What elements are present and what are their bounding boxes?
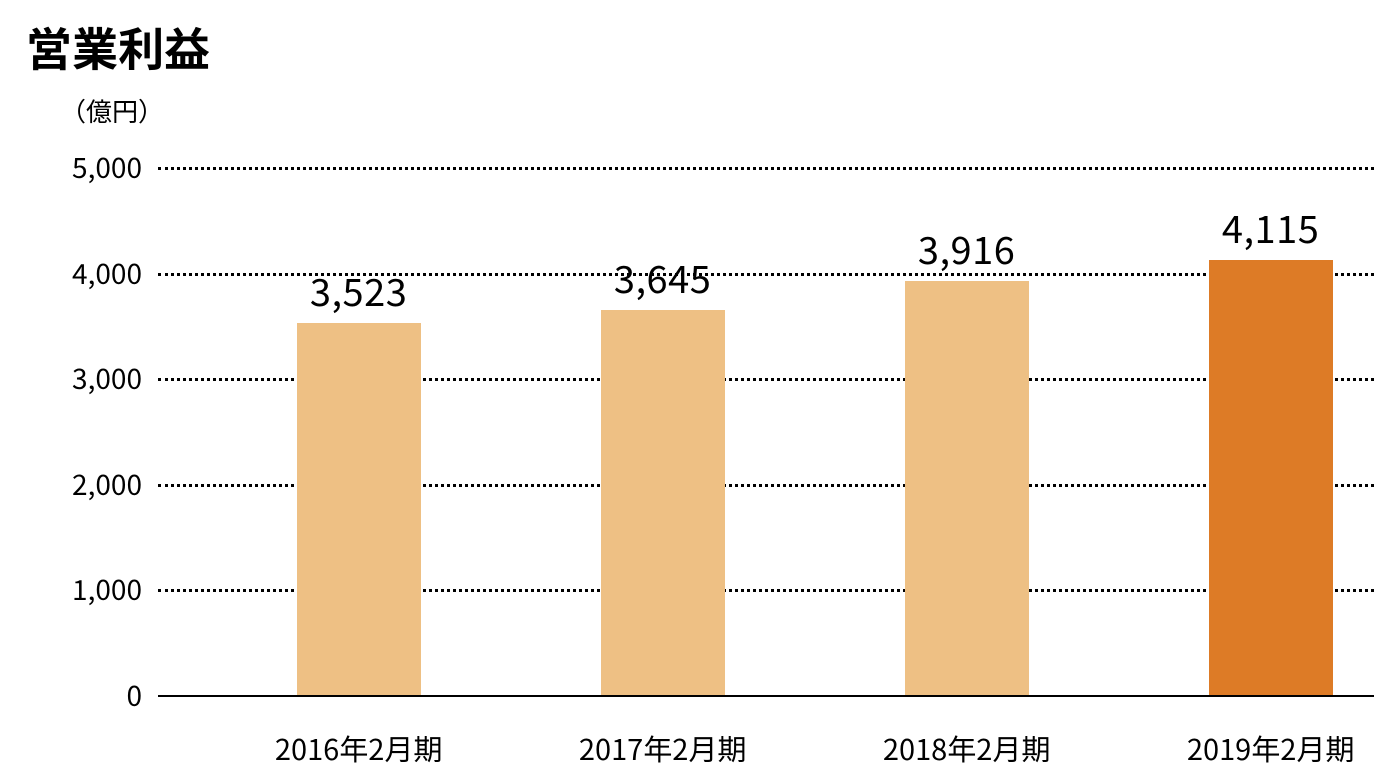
bar-value-label: 4,115 (1222, 199, 1319, 254)
bar: 3,523 (297, 323, 421, 695)
y-tick-label: 2,000 (72, 464, 158, 504)
chart-title: 営業利益 (26, 14, 210, 80)
y-tick-label: 3,000 (72, 358, 158, 398)
y-tick-label: 5,000 (72, 147, 158, 187)
bar: 3,916 (905, 281, 1029, 695)
bar: 3,645 (601, 310, 725, 695)
bar-value-label: 3,645 (614, 249, 711, 304)
plot-area: 01,0002,0003,0004,0005,0003,5232016年2月期3… (158, 167, 1374, 695)
bar: 4,115 (1209, 260, 1333, 695)
y-axis-unit: （億円） (60, 92, 164, 129)
gridline (158, 167, 1374, 170)
x-tick-label: 2019年2月期 (1187, 727, 1354, 766)
chart-container: 営業利益 （億円） 01,0002,0003,0004,0005,0003,52… (0, 0, 1396, 766)
bar-value-label: 3,916 (918, 220, 1015, 275)
x-tick-label: 2017年2月期 (579, 727, 746, 766)
x-axis-line (158, 695, 1374, 697)
x-tick-label: 2016年2月期 (275, 727, 442, 766)
y-tick-label: 1,000 (72, 569, 158, 609)
x-tick-label: 2018年2月期 (883, 727, 1050, 766)
bar-value-label: 3,523 (310, 262, 407, 317)
y-tick-label: 0 (126, 675, 158, 715)
y-tick-label: 4,000 (72, 253, 158, 293)
